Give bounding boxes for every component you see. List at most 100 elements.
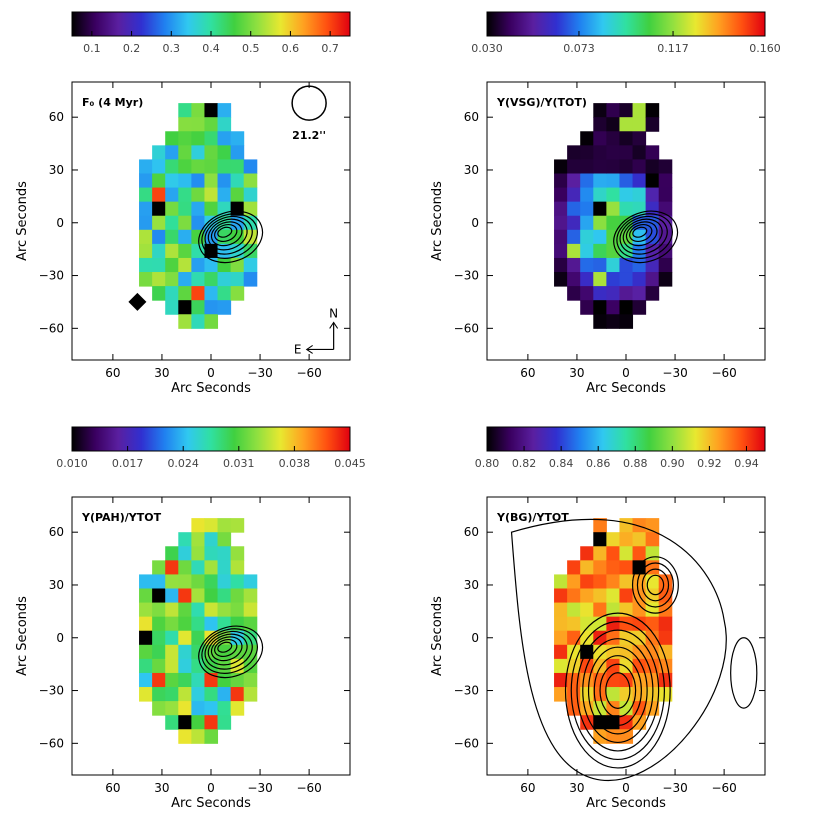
heatmap-cell: [139, 687, 153, 702]
heatmap-cell: [554, 672, 568, 688]
heatmap-cell: [165, 201, 179, 217]
colorbar-tick-label: 0.7: [321, 42, 339, 55]
heatmap-cell: [204, 560, 219, 575]
heatmap-cell: [178, 546, 192, 561]
contour-line: [201, 213, 258, 259]
contour-line: [613, 210, 679, 264]
heatmap-cell: [152, 201, 166, 217]
heatmap-cell: [606, 687, 620, 702]
heatmap-cell: [204, 286, 219, 301]
contour-line: [510, 518, 727, 781]
panel-bottom-right: 0.80 0.82 0.84 0.86 0.88 0.90 0.92 0.94 60 30 0 −30…: [430, 426, 766, 811]
heatmap-cell: [632, 103, 647, 118]
heatmap-cell: [632, 715, 647, 730]
heatmap-cell: [593, 560, 607, 575]
heatmap-cell: [230, 546, 245, 561]
heatmap-cell: [632, 532, 647, 547]
heatmap-cell: [606, 173, 620, 189]
heatmap-cell: [230, 560, 245, 575]
heatmap-cell: [658, 215, 673, 231]
heatmap-cell: [139, 257, 153, 273]
x-axis-title: Arc Seconds: [171, 796, 251, 811]
colorbar-tick-label: 0.5: [242, 42, 260, 55]
heatmap-cell: [567, 187, 581, 203]
heatmap-cell: [152, 145, 166, 160]
x-tick-label: −30: [247, 781, 272, 795]
heatmap-cell: [165, 616, 179, 632]
heatmap-cell: [580, 701, 594, 716]
heatmap-cell: [165, 300, 179, 315]
heatmap-cell: [204, 532, 219, 547]
heatmap-cell: [178, 630, 192, 646]
heatmap-cell: [152, 602, 166, 618]
heatmap-cell: [178, 314, 192, 329]
heatmap-cell: [191, 117, 205, 132]
heatmap-cell: [645, 159, 660, 174]
y-tick-label: −30: [39, 269, 64, 283]
colorbar: 0.1 0.2 0.3 0.4 0.5 0.6 0.7: [71, 11, 351, 55]
heatmap-cell: [191, 560, 205, 575]
heatmap-cell: [165, 658, 179, 674]
heatmap-cell: [230, 272, 245, 287]
heatmap-cell: [178, 715, 192, 730]
heatmap-cell: [593, 272, 607, 287]
y-tick-label: 0: [56, 216, 64, 230]
heatmap-cell: [230, 616, 245, 632]
panels: 0.1 0.2 0.3 0.4 0.5 0.6 0.7 60 30 0 −30 −60 60 30 0 −30…: [15, 11, 781, 811]
colorbar-tick-label: 0.017: [112, 457, 144, 470]
heatmap-cell: [619, 117, 634, 132]
heatmap-cell: [204, 546, 219, 561]
heatmap-cell: [632, 658, 647, 674]
heatmap-cell: [606, 314, 620, 329]
y-tick-label: −30: [454, 269, 479, 283]
colorbar-tick-label: 0.92: [697, 457, 722, 470]
heatmap-cell: [593, 103, 607, 118]
heatmap-cell: [593, 243, 607, 259]
x-tick-label: 30: [569, 366, 584, 380]
contour-line: [204, 630, 253, 670]
contour-line: [616, 213, 673, 259]
heatmap-cell: [230, 602, 245, 618]
heatmap-cell: [191, 616, 205, 632]
heatmap-cell: [606, 117, 620, 132]
heatmap-cell: [554, 215, 568, 231]
heatmap-cell: [619, 546, 634, 561]
heatmap-cell: [606, 215, 620, 231]
heatmap-cell: [619, 588, 634, 604]
heatmap-cell: [191, 131, 205, 146]
heatmap-cell: [217, 117, 232, 132]
heatmap-cell: [217, 574, 232, 589]
heatmap-cell: [217, 257, 232, 273]
heatmap-cell: [230, 159, 245, 174]
heatmap-cell: [204, 159, 219, 174]
heatmap-cell: [204, 518, 219, 533]
contour-line: [646, 574, 665, 596]
heatmap-cell: [658, 272, 673, 287]
contours: [510, 518, 758, 781]
heatmap-cell: [243, 672, 258, 688]
y-tick-label: 0: [56, 631, 64, 645]
axes: 60 30 0 −30 −60 60 30 0 −30 −60 Arc Seconds Arc Sec…: [430, 497, 765, 811]
heatmap-cell: [243, 687, 258, 702]
heatmap-cell: [152, 672, 166, 688]
heatmap-cell: [204, 272, 219, 287]
heatmap-cell: [178, 117, 192, 132]
x-tick-label: 0: [207, 366, 215, 380]
heatmap-cell: [554, 602, 568, 618]
colorbar-tick-label: 0.82: [512, 457, 537, 470]
contour-line: [198, 210, 264, 264]
y-tick-label: −30: [454, 684, 479, 698]
heatmap-cell: [567, 145, 581, 160]
heatmap-cell: [619, 201, 634, 217]
heatmap-cell: [139, 201, 153, 217]
heatmap-cell: [645, 286, 660, 301]
heatmap-cell: [217, 103, 232, 118]
heatmap-cell: [554, 229, 568, 245]
heatmap-cell: [580, 588, 594, 604]
contour-line: [576, 629, 660, 752]
colorbar: 0.010 0.017 0.024 0.031 0.038 0.045: [56, 426, 366, 470]
colorbar-tick-label: 0.1: [83, 42, 101, 55]
colorbar-gradient: [71, 426, 351, 452]
heatmap-cell: [593, 602, 607, 618]
colorbar-tick-label: 0.2: [123, 42, 141, 55]
